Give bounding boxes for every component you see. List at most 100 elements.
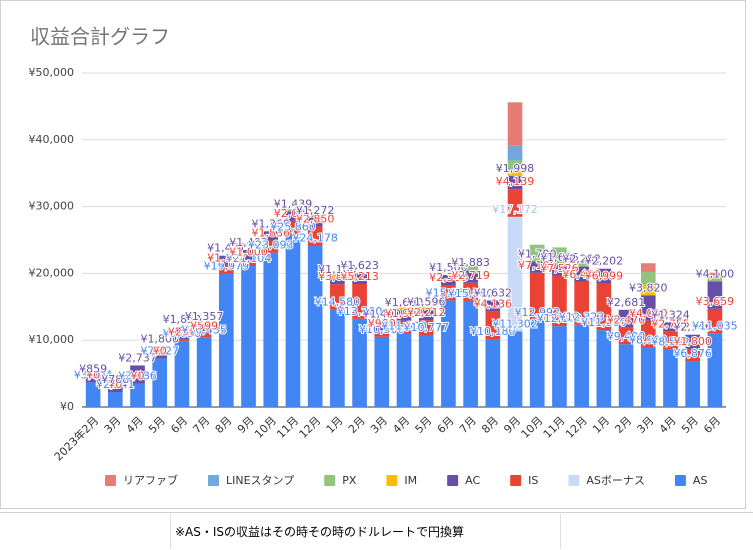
bar-segment xyxy=(285,220,301,235)
data-label: ¥4,139 xyxy=(496,175,535,188)
bar-segment xyxy=(307,217,323,227)
bar-segment xyxy=(596,268,612,284)
bar-segment xyxy=(574,324,589,407)
data-label: ¥0 xyxy=(86,368,100,381)
bar-segment xyxy=(463,270,478,283)
bar-segment xyxy=(463,266,478,271)
y-tick-label: ¥50,000 xyxy=(29,66,75,79)
y-tick-label: ¥40,000 xyxy=(29,133,75,146)
data-label: ¥21,104 xyxy=(226,252,272,265)
bar-segment xyxy=(663,349,678,407)
legend-swatch xyxy=(105,475,116,486)
data-label: ¥1,853 xyxy=(163,313,202,326)
bar-segment xyxy=(396,310,412,321)
data-label: ¥2,146 xyxy=(673,321,712,334)
legend-swatch xyxy=(568,475,580,486)
data-label: ¥3,659 xyxy=(696,295,735,308)
data-label: ¥1,272 xyxy=(296,204,335,217)
bar-segment xyxy=(529,261,545,273)
data-label: ¥3,694 xyxy=(74,368,113,381)
data-label: ¥6,876 xyxy=(673,347,712,360)
bar-segment xyxy=(552,275,567,327)
bar-segment xyxy=(152,358,168,407)
y-tick-label: ¥30,000 xyxy=(29,200,75,213)
bar-segment xyxy=(307,245,323,407)
y-tick-label: ¥10,000 xyxy=(29,333,75,346)
bar-segment xyxy=(596,283,612,331)
bar-segment xyxy=(574,266,589,282)
data-label: ¥11,500 xyxy=(581,316,627,329)
bar-segment xyxy=(219,255,234,266)
data-label: ¥12,323 xyxy=(559,311,605,324)
bar-segment xyxy=(418,320,434,336)
bar-segment xyxy=(330,276,345,285)
bar-segment xyxy=(374,336,390,407)
bar-segment xyxy=(352,273,367,285)
bar-segment xyxy=(640,320,656,348)
chart-title: 収益合計グラフ xyxy=(30,25,170,49)
bar-segment xyxy=(685,361,701,407)
data-label: ¥10,435 xyxy=(181,323,227,336)
bar-segment xyxy=(618,327,634,345)
data-label: ¥1,883 xyxy=(451,256,490,269)
data-label: ¥1,836 xyxy=(252,226,291,239)
bar-segment xyxy=(196,324,212,334)
bar-segment xyxy=(85,376,101,383)
data-label: ¥2,737 xyxy=(118,351,157,364)
data-label: ¥290 xyxy=(168,325,196,338)
bar-segment xyxy=(507,216,523,332)
bar-segment xyxy=(640,295,656,321)
y-tick-label: ¥0 xyxy=(60,400,74,413)
data-label: ¥1,632 xyxy=(474,286,513,299)
bar-segment xyxy=(241,259,256,267)
data-label: ¥1,998 xyxy=(496,162,535,175)
data-label: ¥4,100 xyxy=(696,267,735,280)
bar-segment xyxy=(463,282,478,301)
bar-segment xyxy=(640,271,656,286)
bar-segment xyxy=(507,175,523,190)
legend-swatch xyxy=(510,475,522,486)
data-label: ¥2,202 xyxy=(585,255,624,268)
data-label: ¥900 xyxy=(368,317,396,330)
bar-segment xyxy=(507,102,523,146)
data-label: ¥25,860 xyxy=(270,220,316,233)
data-label: ¥3,820 xyxy=(629,281,668,294)
cell-line xyxy=(170,512,171,549)
bar-segment xyxy=(529,272,545,321)
data-label: ¥1,800 xyxy=(673,335,712,348)
bar-segment xyxy=(707,272,723,278)
bar-segment xyxy=(330,273,345,277)
legend-swatch xyxy=(208,475,219,486)
data-label: ¥6,999 xyxy=(585,269,624,282)
bar-segment xyxy=(707,277,723,282)
data-label: ¥13,200 xyxy=(337,305,383,318)
data-label: ¥11,035 xyxy=(692,319,738,332)
legend-swatch xyxy=(447,475,459,486)
bar-segment xyxy=(418,306,434,310)
data-label: ¥859 xyxy=(79,363,107,376)
bar-segment xyxy=(374,330,390,337)
data-label: ¥2,292 xyxy=(562,253,601,266)
data-label: ¥12,100 xyxy=(537,312,583,325)
data-label: ¥9,850 xyxy=(163,327,202,340)
data-label: ¥1,400 xyxy=(363,307,402,320)
legend-label: LINEスタンプ xyxy=(226,474,294,487)
bar-segment xyxy=(396,307,412,311)
data-label: ¥15,960 xyxy=(426,286,472,299)
bar-segment xyxy=(618,309,634,328)
data-label: ¥17,172 xyxy=(492,203,538,216)
bar-segment xyxy=(418,309,434,321)
data-label: ¥1,100 xyxy=(318,263,357,276)
data-label: ¥1,369 xyxy=(252,217,291,230)
data-label: ¥11,302 xyxy=(492,318,538,331)
legend-swatch xyxy=(386,475,398,486)
data-label: ¥599 xyxy=(190,319,218,332)
data-label: ¥2,719 xyxy=(451,269,490,282)
bar-segment xyxy=(640,285,656,296)
data-label: ¥1,900 xyxy=(385,307,424,320)
data-label: ¥9,400 xyxy=(607,330,646,343)
data-label: ¥11,000 xyxy=(381,320,427,333)
data-label: ¥1,666 xyxy=(540,251,579,264)
data-label: ¥2,755 xyxy=(651,317,690,330)
